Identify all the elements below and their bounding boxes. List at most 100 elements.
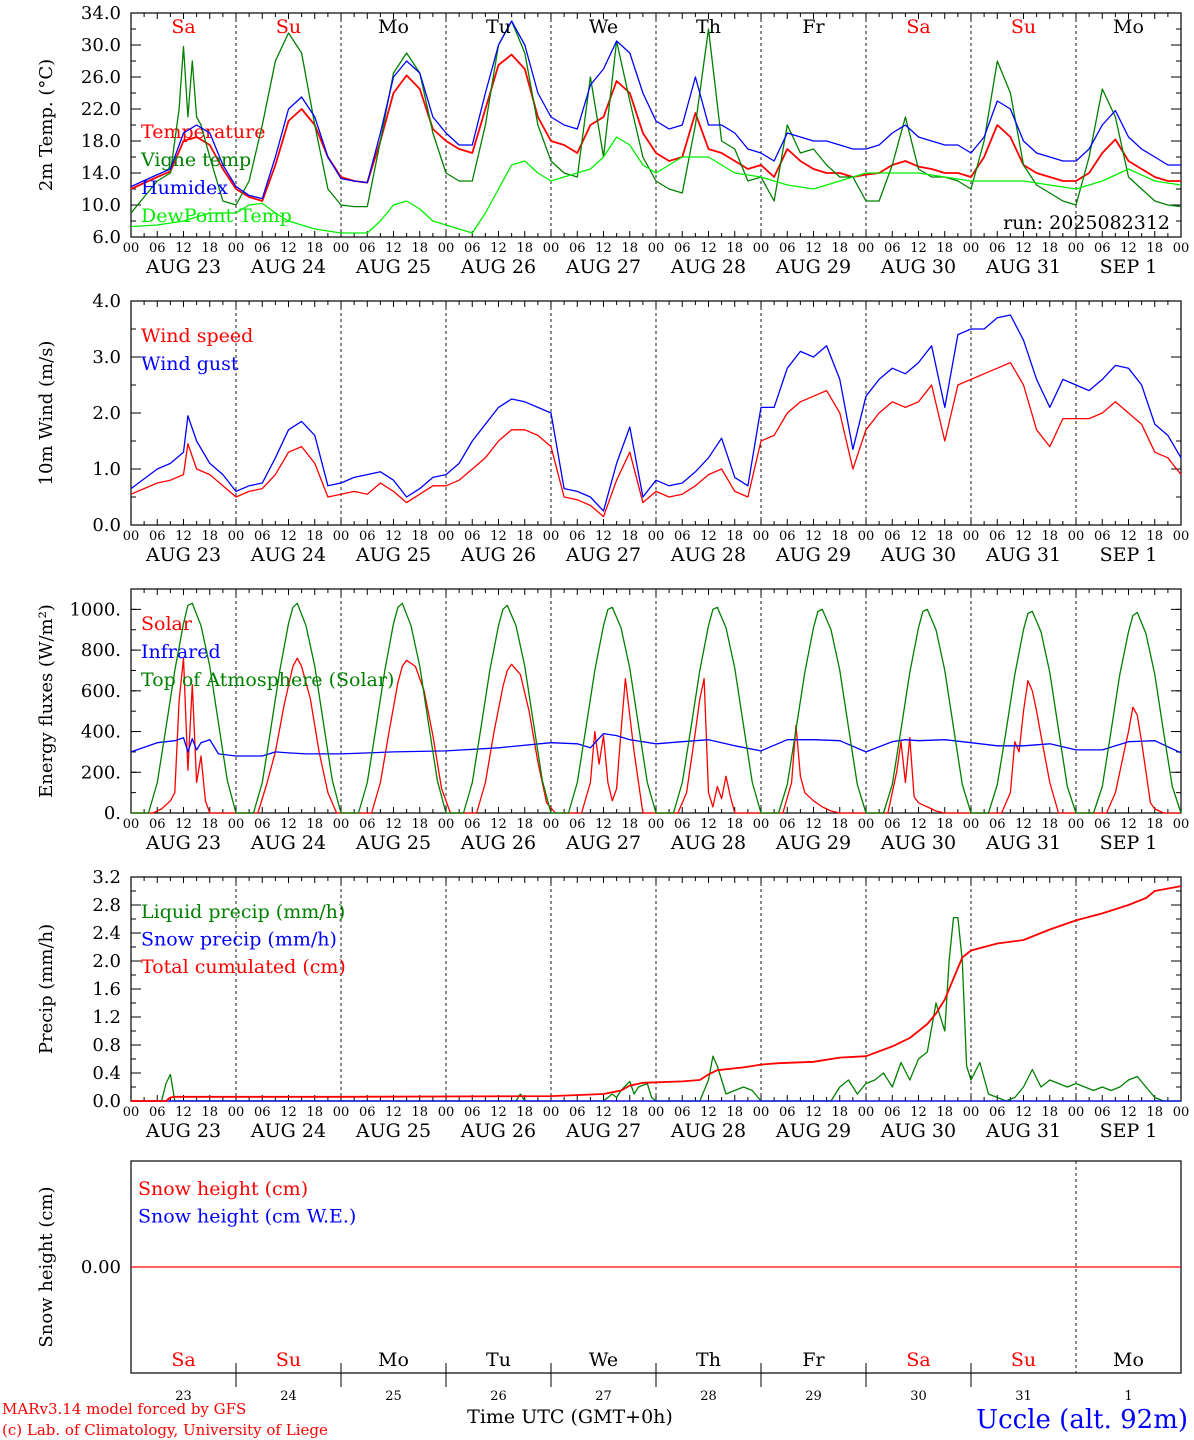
hour-tick-label: 12 bbox=[1120, 1105, 1137, 1120]
hour-tick-label: 00 bbox=[543, 1105, 560, 1120]
hour-tick-label: 18 bbox=[201, 817, 218, 832]
legend-entry: Wind gust bbox=[141, 353, 239, 375]
hour-tick-label: 12 bbox=[1015, 1105, 1032, 1120]
y-tick-label: 3.0 bbox=[92, 347, 121, 368]
hour-tick-label: 18 bbox=[1146, 529, 1163, 544]
panel-1: 00 06 12 18 00 06 12 18 00 06 12 18 00 06 12 18 00 06 12 18… bbox=[36, 3, 1189, 278]
date-label: AUG 24 bbox=[250, 544, 326, 566]
hour-tick-label: 06 bbox=[254, 241, 271, 256]
day-number-label: 27 bbox=[595, 1389, 612, 1404]
hour-tick-label: 18 bbox=[306, 1105, 323, 1120]
y-axis-label: 10m Wind (m/s) bbox=[36, 341, 57, 486]
hour-tick-label: 00 bbox=[228, 817, 245, 832]
hour-tick-label: 06 bbox=[1094, 529, 1111, 544]
plot-frame bbox=[130, 12, 1182, 238]
hour-tick-label: 00 bbox=[123, 817, 140, 832]
hour-tick-label: 00 bbox=[228, 1105, 245, 1120]
y-tick-label: 2.8 bbox=[92, 895, 121, 916]
hour-tick-label: 12 bbox=[1015, 241, 1032, 256]
y-tick-label: 26.0 bbox=[81, 67, 121, 88]
hour-tick-label: 18 bbox=[831, 817, 848, 832]
date-label: AUG 28 bbox=[670, 256, 746, 278]
hour-tick-label: 18 bbox=[936, 817, 953, 832]
legend-entry: Infrared bbox=[141, 641, 221, 663]
day-number-label: 1 bbox=[1124, 1389, 1132, 1404]
hour-tick-label: 12 bbox=[175, 241, 192, 256]
day-number-label: 29 bbox=[805, 1389, 822, 1404]
date-label: AUG 26 bbox=[460, 256, 536, 278]
hour-tick-label: 06 bbox=[149, 241, 166, 256]
hour-tick-label: 18 bbox=[306, 241, 323, 256]
series-line-top-of-atmosphere-solar bbox=[131, 602, 1182, 814]
hour-tick-label: 12 bbox=[595, 241, 612, 256]
hour-tick-label: 12 bbox=[1015, 817, 1032, 832]
hour-tick-label: 18 bbox=[201, 241, 218, 256]
date-label: SEP 1 bbox=[1100, 544, 1158, 566]
hour-tick-label: 18 bbox=[621, 241, 638, 256]
hour-tick-label: 18 bbox=[726, 529, 743, 544]
hour-tick-label: 12 bbox=[805, 817, 822, 832]
hour-tick-label: 00 bbox=[333, 529, 350, 544]
hour-tick-label: 06 bbox=[884, 241, 901, 256]
hour-tick-label: 06 bbox=[464, 817, 481, 832]
y-axis-label: Precip (mm/h) bbox=[36, 924, 57, 1054]
day-name-label: Mo bbox=[378, 1349, 409, 1371]
hour-tick-label: 06 bbox=[359, 817, 376, 832]
hour-tick-label: 18 bbox=[201, 1105, 218, 1120]
y-tick-label: 18.0 bbox=[81, 131, 121, 152]
hour-tick-label: 00 bbox=[648, 817, 665, 832]
hour-tick-label: 12 bbox=[805, 529, 822, 544]
hour-tick-label: 06 bbox=[1094, 1105, 1111, 1120]
legend-entry: DewPoint Temp bbox=[141, 205, 292, 227]
hour-tick-label: 06 bbox=[989, 817, 1006, 832]
y-tick-label: 0.8 bbox=[92, 1035, 121, 1056]
date-label: SEP 1 bbox=[1100, 256, 1158, 278]
legend-entry: Wind speed bbox=[141, 325, 253, 347]
hour-tick-label: 06 bbox=[884, 817, 901, 832]
day-name-label: Th bbox=[696, 1349, 721, 1371]
date-label: AUG 31 bbox=[985, 832, 1061, 854]
hour-tick-label: 00 bbox=[438, 1105, 455, 1120]
hour-tick-label: 12 bbox=[700, 241, 717, 256]
hour-tick-label: 00 bbox=[963, 1105, 980, 1120]
y-tick-label: 1.6 bbox=[92, 979, 121, 1000]
hour-tick-label: 18 bbox=[411, 241, 428, 256]
hour-tick-label: 00 bbox=[648, 1105, 665, 1120]
hour-tick-label: 00 bbox=[963, 529, 980, 544]
date-label: AUG 28 bbox=[670, 1120, 746, 1142]
day-name-label: Tu bbox=[486, 16, 511, 38]
day-name-label: Mo bbox=[1113, 16, 1144, 38]
hour-tick-label: 18 bbox=[621, 817, 638, 832]
panel-2: 00 06 12 18 00 06 12 18 00 06 12 18 00 06 12 18 00 06 12 18… bbox=[36, 291, 1189, 566]
date-label: AUG 26 bbox=[460, 832, 536, 854]
day-number-label: 25 bbox=[385, 1389, 402, 1404]
panel-4: 00 06 12 18 00 06 12 18 00 06 12 18 00 06 12 18 00 06 12 18… bbox=[36, 867, 1189, 1142]
y-tick-label: 1000. bbox=[69, 599, 121, 620]
day-name-label: Su bbox=[276, 1349, 301, 1371]
day-number-label: 31 bbox=[1015, 1389, 1032, 1404]
hour-tick-label: 06 bbox=[884, 1105, 901, 1120]
hour-tick-label: 18 bbox=[516, 817, 533, 832]
hour-tick-label: 12 bbox=[700, 817, 717, 832]
date-label: AUG 29 bbox=[775, 1120, 851, 1142]
station-label: Uccle (alt. 92m) bbox=[976, 1405, 1188, 1435]
y-tick-label: 22.0 bbox=[81, 99, 121, 120]
hour-tick-label: 12 bbox=[595, 1105, 612, 1120]
series-line-vigne-temp bbox=[130, 20, 1182, 214]
y-axis-label: Energy fluxes (W/m²) bbox=[36, 604, 57, 798]
hour-tick-label: 06 bbox=[884, 529, 901, 544]
date-label: AUG 27 bbox=[565, 832, 641, 854]
hour-tick-label: 06 bbox=[464, 241, 481, 256]
y-tick-label: 3.2 bbox=[92, 867, 121, 888]
hour-tick-label: 12 bbox=[1120, 241, 1137, 256]
hour-tick-label: 00 bbox=[1068, 241, 1085, 256]
hour-tick-label: 06 bbox=[779, 817, 796, 832]
y-tick-label: 0.00 bbox=[81, 1257, 121, 1278]
day-number-label: 26 bbox=[490, 1389, 507, 1404]
date-label: AUG 24 bbox=[250, 832, 326, 854]
hour-tick-label: 12 bbox=[385, 1105, 402, 1120]
hour-tick-label: 06 bbox=[989, 241, 1006, 256]
date-label: AUG 23 bbox=[145, 1120, 221, 1142]
hour-tick-label: 18 bbox=[1041, 817, 1058, 832]
